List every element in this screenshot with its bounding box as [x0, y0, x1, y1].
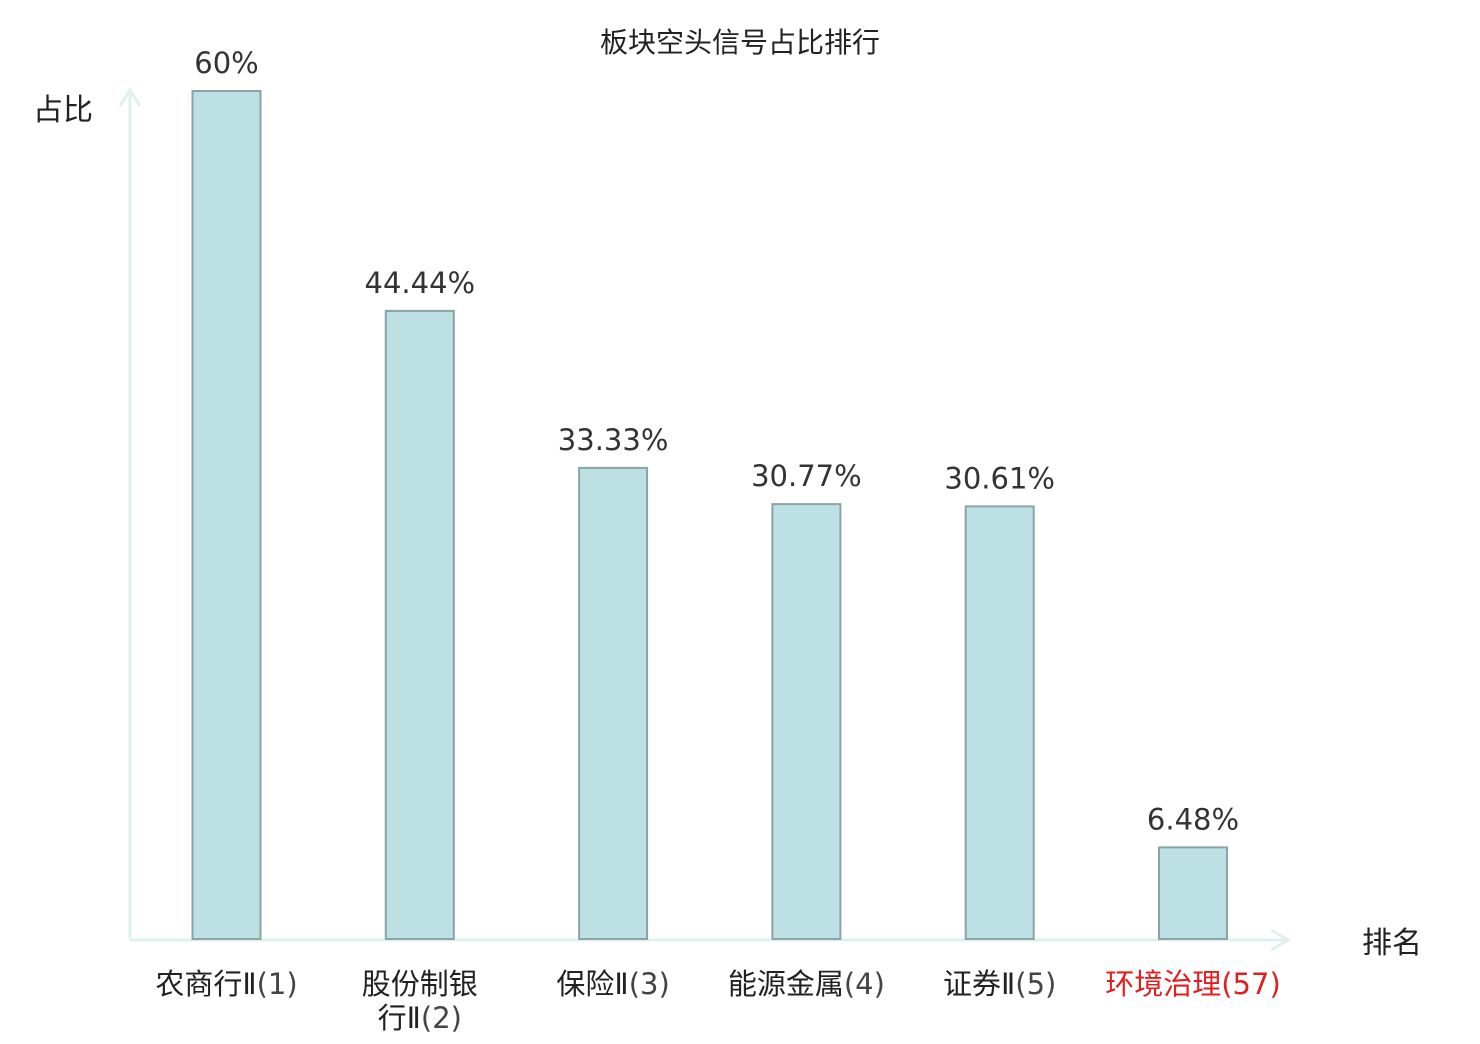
- y-axis-label: 占比: [33, 93, 93, 128]
- data-label: 44.44%: [365, 266, 476, 300]
- data-label: 60%: [194, 46, 258, 80]
- bar: [964, 505, 1035, 940]
- tick-label: 环境治理(57): [1105, 967, 1281, 1001]
- tick-label: 证券Ⅱ(5): [943, 967, 1056, 1001]
- data-label: 33.33%: [558, 423, 669, 457]
- tick-label: 保险Ⅱ(3): [556, 967, 669, 1001]
- bar: [191, 90, 262, 940]
- y-axis-arrow-icon: [118, 87, 142, 107]
- x-axis-label: 排名: [1362, 926, 1422, 961]
- tick-label: 能源金属(4): [728, 967, 885, 1001]
- data-label: 6.48%: [1147, 802, 1239, 836]
- tick-label: 农商行Ⅱ(1): [155, 967, 297, 1001]
- bar: [771, 503, 842, 940]
- data-label: 30.61%: [944, 461, 1055, 495]
- x-axis-arrow-icon: [1270, 928, 1291, 952]
- value-labels-layer: 60% 44.44% 33.33% 30.77% 30.61% 6.48%: [194, 46, 1239, 836]
- chart-title: 板块空头信号占比排行: [600, 26, 880, 59]
- bars-layer: [191, 90, 1228, 941]
- tick-label: 行Ⅱ(2): [378, 1001, 462, 1035]
- bar: [1158, 846, 1228, 941]
- data-label: 30.77%: [751, 459, 862, 493]
- tick-label: 股份制银: [362, 967, 478, 1001]
- bar: [384, 309, 455, 940]
- bar: [578, 466, 649, 940]
